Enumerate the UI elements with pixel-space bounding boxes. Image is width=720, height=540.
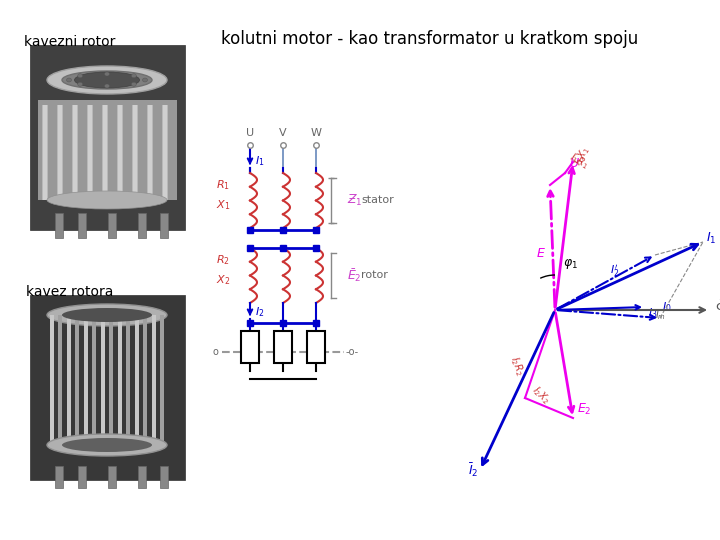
Ellipse shape	[62, 438, 152, 452]
Bar	[92, 315, 96, 445]
Ellipse shape	[74, 72, 140, 88]
Text: rotor: rotor	[361, 270, 388, 280]
Bar	[126, 315, 130, 445]
Text: $X_1$: $X_1$	[216, 198, 230, 212]
Text: $I_2$: $I_2$	[255, 305, 264, 319]
Bar	[241, 331, 259, 363]
Bar	[147, 105, 153, 200]
Ellipse shape	[78, 82, 83, 86]
Text: $I_1$: $I_1$	[706, 231, 716, 246]
Text: kolutni motor - kao transformator u kratkom spoju: kolutni motor - kao transformator u krat…	[221, 30, 639, 48]
Text: $I_1$: $I_1$	[255, 154, 264, 168]
Bar	[151, 315, 156, 445]
Bar	[58, 105, 62, 200]
Bar	[88, 105, 92, 200]
Ellipse shape	[62, 308, 152, 322]
Text: $Ƶ_1$: $Ƶ_1$	[347, 192, 363, 207]
Text: $U$: $U$	[569, 157, 580, 170]
Text: $I_2X_2$: $I_2X_2$	[529, 383, 553, 407]
Ellipse shape	[47, 191, 167, 209]
Ellipse shape	[47, 434, 167, 456]
Ellipse shape	[104, 72, 109, 76]
Text: $I_m$: $I_m$	[655, 308, 666, 322]
Text: U: U	[246, 128, 254, 138]
Text: $R_2$: $R_2$	[216, 253, 230, 267]
Bar	[102, 105, 108, 200]
Text: $E_2$: $E_2$	[577, 402, 592, 417]
Bar	[138, 213, 146, 238]
Text: $\tilde{\Phi}$: $\tilde{\Phi}$	[715, 299, 720, 315]
Bar	[84, 315, 88, 445]
Bar	[274, 331, 292, 363]
Bar	[307, 331, 325, 363]
Text: $E$: $E$	[536, 247, 546, 260]
Bar	[118, 105, 122, 200]
Text: $\bar{I}_2$: $\bar{I}_2$	[468, 462, 478, 479]
Bar	[67, 315, 71, 445]
Bar	[117, 315, 122, 445]
Bar	[108, 213, 116, 238]
Text: $I_0$: $I_0$	[662, 300, 672, 314]
Bar	[160, 213, 168, 238]
Bar	[50, 315, 54, 445]
Text: $Ē_2$: $Ē_2$	[347, 266, 361, 284]
Bar	[162, 105, 168, 200]
Bar	[160, 315, 164, 445]
Ellipse shape	[104, 84, 109, 88]
Bar	[42, 105, 48, 200]
Ellipse shape	[47, 66, 167, 94]
Bar	[103, 105, 107, 200]
Bar	[148, 105, 152, 200]
Text: kavezni rotor: kavezni rotor	[24, 35, 116, 49]
Text: $I_1X_1$: $I_1X_1$	[571, 144, 593, 168]
Bar	[143, 315, 147, 445]
Text: $R_1$: $R_1$	[216, 178, 230, 192]
Text: o: o	[212, 347, 218, 357]
Bar	[30, 295, 185, 480]
Text: $X_2$: $X_2$	[216, 273, 230, 287]
Text: $\varphi_1$: $\varphi_1$	[563, 257, 578, 271]
Bar	[109, 315, 113, 445]
Ellipse shape	[62, 71, 152, 89]
Text: $I_1R_1$: $I_1R_1$	[567, 150, 591, 172]
Bar	[73, 105, 77, 200]
Text: $I_3$: $I_3$	[648, 306, 657, 320]
Text: $I_2R_2$: $I_2R_2$	[507, 354, 527, 378]
Bar	[30, 45, 185, 230]
Bar	[58, 315, 63, 445]
Text: V: V	[279, 128, 287, 138]
Bar	[163, 105, 167, 200]
Bar	[160, 466, 168, 488]
Bar	[135, 315, 139, 445]
Bar	[72, 105, 78, 200]
Bar	[108, 466, 116, 488]
Bar	[57, 105, 63, 200]
Text: W: W	[310, 128, 322, 138]
Bar	[101, 315, 105, 445]
Text: -o-: -o-	[346, 347, 359, 357]
Bar	[133, 105, 137, 200]
Bar	[138, 466, 146, 488]
Bar	[87, 105, 93, 200]
Ellipse shape	[131, 74, 136, 78]
Bar	[132, 105, 138, 200]
Bar	[78, 466, 86, 488]
Text: kavez rotora: kavez rotora	[27, 285, 114, 299]
Text: $I_2'$: $I_2'$	[610, 264, 619, 279]
Ellipse shape	[66, 78, 71, 82]
Bar	[38, 100, 177, 200]
Bar	[76, 315, 79, 445]
Ellipse shape	[78, 74, 83, 78]
Text: stator: stator	[361, 195, 394, 205]
Bar	[55, 213, 63, 238]
Bar	[78, 213, 86, 238]
Ellipse shape	[143, 78, 148, 82]
Ellipse shape	[47, 304, 167, 326]
Ellipse shape	[131, 82, 136, 86]
Bar	[43, 105, 47, 200]
Bar	[117, 105, 123, 200]
Bar	[55, 466, 63, 488]
